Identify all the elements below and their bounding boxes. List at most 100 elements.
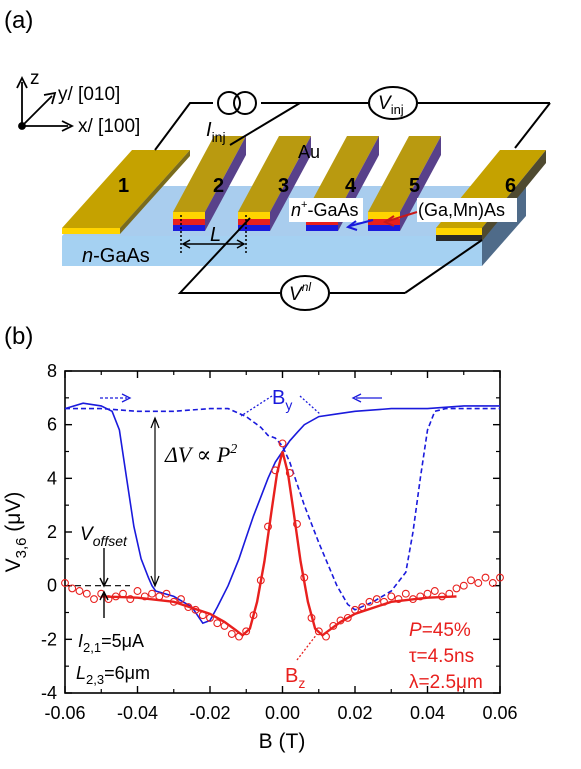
bz-data-point <box>184 603 193 612</box>
data-series <box>61 402 504 641</box>
bz-data-point <box>285 469 294 477</box>
y-tick-label: 6 <box>47 415 57 435</box>
bz-data-point <box>126 595 135 604</box>
contact-2-top <box>173 136 246 212</box>
bz-data-point <box>206 613 214 622</box>
bz-data-point <box>249 611 258 620</box>
x-tick-label: 0.04 <box>410 703 445 723</box>
x-tick-label: -0.02 <box>189 703 230 723</box>
bz-pointer <box>296 633 318 661</box>
bz-data-point <box>235 632 243 641</box>
by-sweep-arrowhead-solid <box>351 393 362 403</box>
x-axis-title: B (T) <box>259 730 306 753</box>
inj-wire-down-6 <box>514 102 551 149</box>
contact-2-au <box>173 212 205 219</box>
v-nl-meter <box>280 275 330 311</box>
contact-3-gamnas <box>238 219 270 225</box>
contact-2-n-plus <box>173 225 205 231</box>
bz-data-point <box>380 597 388 606</box>
bz-label: Bz <box>285 665 305 691</box>
bz-data-point <box>61 579 69 587</box>
v-inj-meter <box>368 86 418 120</box>
separation-label: L2,3=6μm <box>76 663 150 687</box>
length-marker <box>180 215 247 255</box>
bz-data-point <box>213 619 222 628</box>
bz-data-point <box>314 627 323 636</box>
bz-data-point <box>336 616 345 625</box>
panel-a-label: (a) <box>4 7 33 34</box>
gamnas-pointer-head <box>382 215 395 227</box>
i-inj-label: Iinj <box>206 119 226 145</box>
y-arrowhead <box>43 91 57 105</box>
bz-data-point <box>271 466 280 475</box>
contact-3-au <box>238 212 270 219</box>
bz-data-point <box>416 592 425 601</box>
x-arrowhead <box>61 120 75 132</box>
bz-data-point <box>351 605 359 614</box>
bz-data-point <box>372 595 381 604</box>
bz-data-point <box>220 621 229 630</box>
bz-data-point <box>191 605 200 614</box>
bz-data-point <box>155 592 164 601</box>
bz-data-point <box>430 587 439 595</box>
bz-data-point <box>401 589 410 598</box>
bz-data-point <box>278 439 287 448</box>
contact-3-n-plus <box>238 225 270 231</box>
y-axis-title: V3,6 (μV) <box>2 492 30 573</box>
delta-v-label: ΔV ∝ P2 <box>164 442 237 467</box>
panel-b-label: (b) <box>4 323 33 350</box>
z-arrowhead <box>16 75 28 89</box>
contact-number-1: 1 <box>118 175 129 197</box>
injection-circuit <box>154 86 551 151</box>
y-tick-label: 2 <box>47 522 57 542</box>
coordinate-axes <box>16 75 75 132</box>
bz-data-point <box>82 589 91 598</box>
n-plus-pointer <box>349 219 374 227</box>
contact-number-4: 4 <box>345 175 357 197</box>
voffset-down-head <box>99 577 109 588</box>
n-plus-pointer-head <box>345 220 358 231</box>
x-tick-label: 0.06 <box>482 703 517 723</box>
bz-data-point <box>133 587 142 595</box>
x-tick-label: 0.00 <box>265 703 300 723</box>
contact-3-top <box>238 136 311 212</box>
by-annotation-arrows <box>100 393 382 417</box>
contact-5-au <box>368 212 400 219</box>
contact-number-2: 2 <box>213 175 224 197</box>
contact-number-6: 6 <box>505 175 516 197</box>
bz-data-point <box>387 592 396 601</box>
contact-1-top <box>62 150 190 228</box>
bz-data-point <box>459 581 468 590</box>
fit-parameters: P=45% τ=4.5ns λ=2.5μm <box>409 620 483 693</box>
au-label: Au <box>298 142 320 162</box>
v-inj-label: Vinj <box>378 93 404 117</box>
polarization-label: P=45% <box>409 620 471 641</box>
bz-data-point <box>293 520 301 528</box>
contact-1-side <box>120 150 190 234</box>
current-source-ring-1 <box>217 91 241 115</box>
length-arrow-left <box>181 239 191 249</box>
bz-data-point <box>474 579 483 587</box>
spin-length-label: λ=2.5μm <box>409 672 483 693</box>
y-axis-arrow <box>21 95 53 127</box>
y-axis-label: y/ [010] <box>58 84 120 105</box>
bz-data-point <box>481 573 490 582</box>
delta-v-top-head <box>150 416 160 429</box>
bz-data-point <box>322 632 330 641</box>
axis-ticks: -0.06 -0.04 -0.02 0.00 0.02 0.04 0.06 -4 -2 0 2 4 6 8 <box>41 361 518 723</box>
by-label: By <box>272 387 292 413</box>
contact-1 <box>62 150 190 234</box>
bz-data-point <box>438 592 446 601</box>
by-pointer-dashed <box>240 395 273 417</box>
inj-wire-left <box>154 102 213 151</box>
contact-2-side <box>205 136 246 231</box>
contact-number-3: 3 <box>278 175 289 197</box>
bz-data-point <box>365 597 374 606</box>
spin-lifetime-label: τ=4.5ns <box>409 646 474 667</box>
contact-5-side <box>400 136 441 231</box>
length-label: L <box>210 224 221 246</box>
bz-data-point <box>227 630 236 638</box>
bz-data-point <box>409 595 417 604</box>
y-tick-label: -2 <box>41 629 57 649</box>
bz-data-point <box>358 603 367 612</box>
